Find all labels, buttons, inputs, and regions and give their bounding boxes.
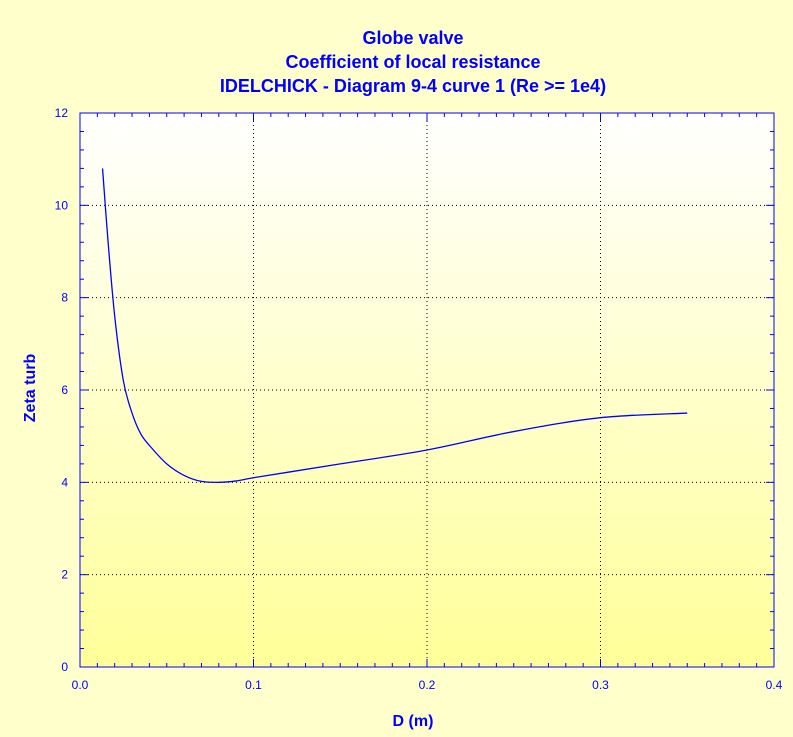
- x-tick-label: 0.1: [245, 678, 262, 692]
- x-axis-label: D (m): [393, 713, 434, 730]
- y-axis-label: Zeta turb: [22, 354, 39, 423]
- x-tick-label: 0.3: [592, 678, 609, 692]
- chart-title-line-2: Coefficient of local resistance: [285, 52, 540, 72]
- y-tick-label: 12: [55, 106, 69, 120]
- y-tick-label: 4: [61, 475, 68, 489]
- ticks: [79, 112, 775, 668]
- y-tick-label: 10: [55, 198, 69, 212]
- x-tick-label: 0.2: [419, 678, 436, 692]
- x-tick-label: 0.0: [72, 678, 89, 692]
- grid: [80, 113, 774, 667]
- y-tick-label: 2: [61, 568, 68, 582]
- chart-title-line-1: Globe valve: [362, 28, 463, 48]
- tick-labels: 0.0 0.1 0.2 0.3 0.4 0 2 4 6 8 10 12: [55, 106, 783, 692]
- y-tick-label: 0: [61, 660, 68, 674]
- chart-title-line-3: IDELCHICK - Diagram 9-4 curve 1 (Re >= 1…: [220, 76, 606, 96]
- x-tick-label: 0.4: [766, 678, 783, 692]
- y-tick-label: 6: [61, 383, 68, 397]
- y-tick-label: 8: [61, 291, 68, 305]
- series: [101, 168, 688, 484]
- series-line: [101, 168, 688, 484]
